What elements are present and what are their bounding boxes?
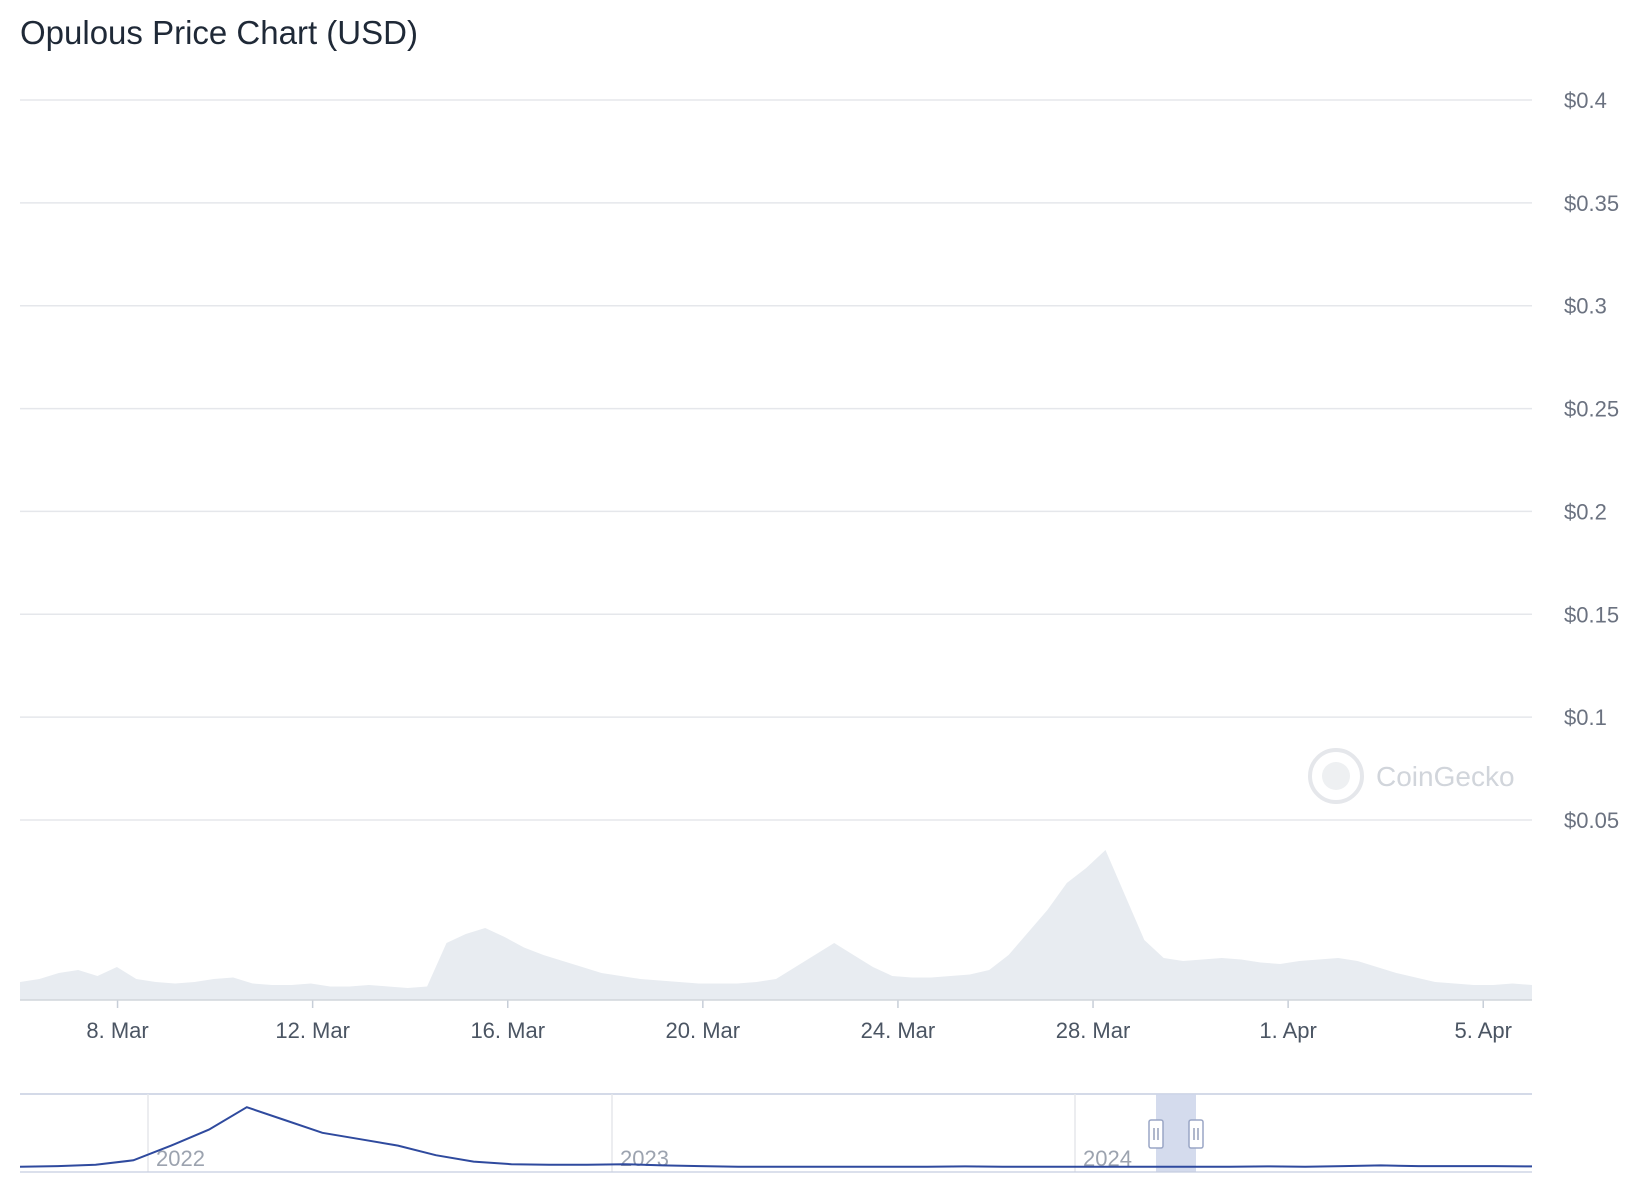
- coingecko-logo-inner-icon: [1322, 762, 1350, 790]
- y-tick-label: $0.1: [1564, 705, 1607, 730]
- chart-title: Opulous Price Chart (USD): [20, 14, 418, 51]
- y-tick-label: $0.2: [1564, 499, 1607, 524]
- y-tick-label: $0.3: [1564, 294, 1607, 319]
- y-tick-label: $0.05: [1564, 808, 1619, 833]
- navigator-handle[interactable]: [1148, 1119, 1164, 1149]
- grid-lines: [20, 99, 1532, 821]
- volume-bars: [20, 850, 1532, 1000]
- x-tick-label: 1. Apr: [1259, 1018, 1316, 1043]
- y-tick-label: $0.15: [1564, 602, 1619, 627]
- x-axis: 8. Mar 12. Mar 16. Mar 20. Mar 24. Mar 28. Ma…: [20, 999, 1532, 1043]
- x-tick-label: 28. Mar: [1056, 1018, 1131, 1043]
- navigator-year-label: 2022: [156, 1146, 205, 1171]
- x-tick-label: 16. Mar: [470, 1018, 545, 1043]
- y-tick-label: $0.4: [1564, 88, 1607, 113]
- coingecko-watermark: CoinGecko: [1308, 748, 1515, 804]
- price-series[interactable]: [0, 157, 1533, 820]
- navigator-year-label: 2023: [620, 1146, 669, 1171]
- watermark-text: CoinGecko: [1376, 761, 1515, 792]
- volume-area: [20, 850, 1532, 1000]
- x-tick-label: 8. Mar: [86, 1018, 148, 1043]
- x-tick-label: 12. Mar: [275, 1018, 350, 1043]
- range-navigator[interactable]: 2022 2023 2024: [19, 1093, 1533, 1173]
- y-tick-label: $0.25: [1564, 397, 1619, 422]
- navigator-handle[interactable]: [1188, 1119, 1204, 1149]
- y-axis: $0.05 $0.1 $0.15 $0.2 $0.25 $0.3 $0.35 $0.4: [1564, 88, 1619, 833]
- navigator-line: [19, 1106, 1533, 1168]
- y-tick-label: $0.35: [1564, 191, 1619, 216]
- x-tick-label: 24. Mar: [861, 1018, 936, 1043]
- coingecko-logo-icon: [1308, 748, 1364, 804]
- x-tick-label: 20. Mar: [666, 1018, 741, 1043]
- x-tick-label: 5. Apr: [1454, 1018, 1511, 1043]
